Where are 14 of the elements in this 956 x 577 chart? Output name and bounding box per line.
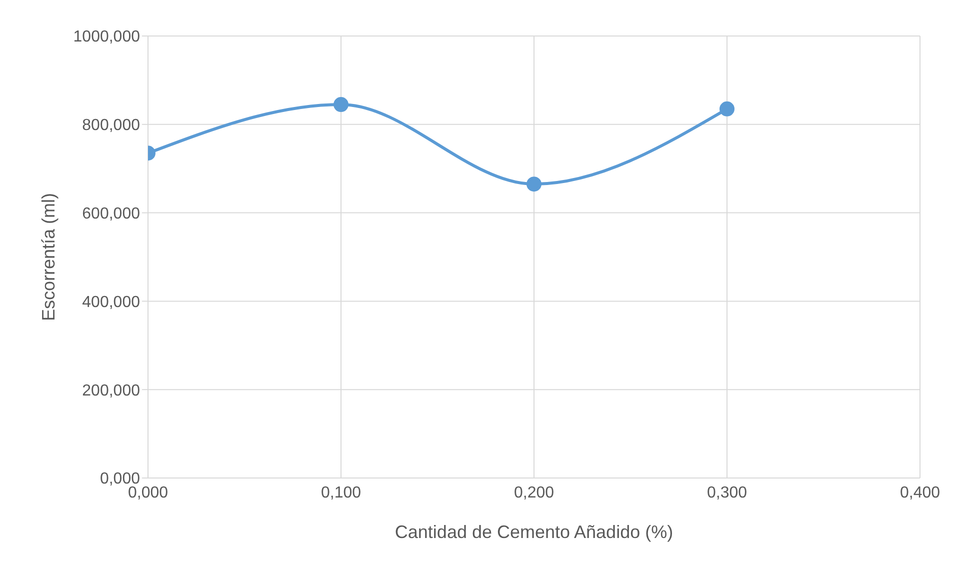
point xyxy=(526,176,542,192)
y-axis-title: Escorrentía (ml) xyxy=(38,192,58,322)
y-tick-label: 800,000 xyxy=(82,117,140,134)
x-tick-label: 0,300 xyxy=(706,484,748,502)
y-tick-label: 200,000 xyxy=(82,382,140,400)
y-tick-label: 600,000 xyxy=(82,205,140,222)
y-tick-label: 1000,000 xyxy=(73,28,140,46)
x-tick-label: 0,100 xyxy=(320,484,362,502)
y-tick-label: 400,000 xyxy=(82,294,140,311)
point xyxy=(720,101,734,116)
x-tick-label: 0,400 xyxy=(900,484,940,502)
point xyxy=(334,97,348,112)
x-axis-title: Cantidad de Cemento Añadido (%) xyxy=(394,522,674,542)
x-tick-label: 0,200 xyxy=(514,484,554,502)
